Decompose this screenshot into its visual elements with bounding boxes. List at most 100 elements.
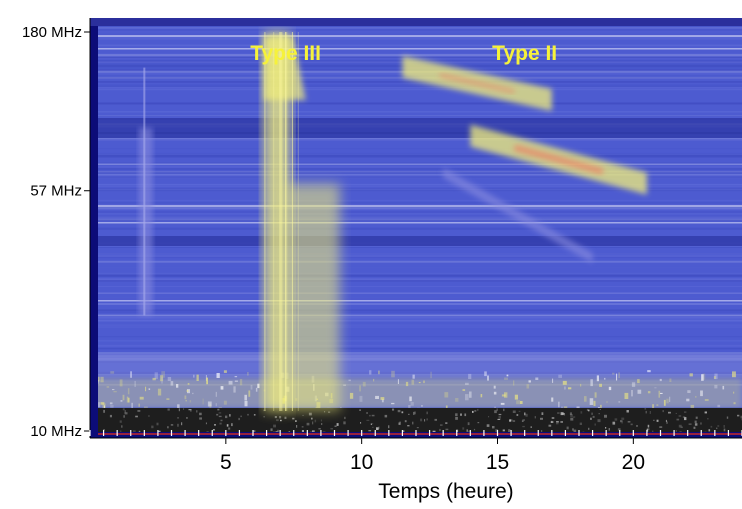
interference-line: [90, 219, 742, 221]
dark-band-speckle: [122, 408, 125, 411]
low-band-speckle: [465, 394, 469, 401]
low-band-speckle: [255, 387, 258, 392]
dark-band-speckle: [426, 418, 428, 421]
low-band-yellow: [90, 378, 742, 408]
low-band-speckle: [193, 374, 195, 378]
dark-band-speckle: [541, 412, 544, 415]
dark-band-speckle: [556, 421, 559, 423]
dark-band-speckle: [219, 422, 222, 425]
low-band-speckle: [161, 371, 165, 378]
dark-band-speckle: [496, 408, 498, 412]
dark-band-speckle: [205, 422, 207, 425]
dark-band-speckle: [551, 417, 555, 419]
low-band-speckle: [187, 383, 190, 385]
dark-band-speckle: [138, 430, 141, 433]
dark-band-speckle: [467, 422, 470, 426]
interference-line: [90, 256, 742, 259]
dark-band-speckle: [157, 430, 161, 433]
low-band-speckle: [465, 382, 469, 385]
dark-band-speckle: [398, 422, 401, 425]
low-band-speckle: [369, 370, 372, 375]
x-tick-label: 15: [486, 451, 509, 474]
dark-band-speckle: [562, 413, 565, 415]
dark-band-speckle: [516, 414, 519, 416]
interference-line: [90, 272, 742, 274]
dark-band-speckle: [274, 416, 277, 419]
dark-band-speckle: [123, 415, 125, 418]
interference-line: [90, 260, 742, 263]
low-band-speckle: [408, 405, 411, 410]
dark-band-speckle: [183, 408, 185, 410]
low-band-speckle: [430, 371, 432, 379]
bright-interference-line: [90, 35, 742, 37]
burst-annotation: Type II: [492, 42, 557, 65]
dark-band-speckle: [218, 415, 222, 418]
dark-band-speckle: [404, 420, 407, 423]
dark-band-speckle: [630, 423, 633, 426]
interference-line: [90, 247, 742, 248]
low-band-speckle: [504, 377, 508, 380]
low-band-speckle: [184, 395, 187, 400]
low-band-speckle: [659, 392, 663, 394]
low-band-speckle: [580, 383, 582, 387]
interference-line: [90, 148, 742, 150]
dark-band-speckle: [276, 419, 279, 422]
low-band-speckle: [584, 396, 587, 402]
dark-band-speckle: [498, 415, 501, 419]
dark-band-speckle: [486, 424, 490, 427]
dark-band-speckle: [695, 416, 698, 419]
interference-line: [90, 184, 742, 185]
low-band-speckle: [244, 394, 247, 401]
dark-band-speckle: [119, 420, 122, 423]
low-band-speckle: [359, 395, 363, 402]
dark-band-speckle: [707, 418, 709, 420]
low-band-speckle: [558, 374, 562, 378]
low-band-speckle: [596, 375, 599, 382]
low-band-speckle: [599, 383, 602, 387]
dark-band-speckle: [228, 427, 231, 430]
dark-band-speckle: [240, 415, 242, 418]
dark-band-speckle: [212, 429, 215, 431]
low-band-speckle: [102, 403, 106, 409]
interference-line: [90, 31, 742, 33]
low-band-speckle: [589, 398, 594, 405]
dark-band-speckle: [273, 424, 276, 428]
dark-band-speckle: [277, 429, 280, 432]
dark-band-speckle: [557, 412, 560, 414]
dark-band-speckle: [402, 430, 405, 433]
dark-band-speckle: [563, 414, 566, 416]
dark-band-speckle: [708, 429, 711, 432]
interference-line: [90, 188, 742, 190]
dark-band-speckle: [445, 428, 449, 431]
interference-line: [90, 298, 742, 300]
type-iii-tail: [286, 183, 340, 411]
dark-band-speckle: [614, 418, 618, 421]
dark-band-speckle: [296, 425, 298, 428]
low-band-speckle: [608, 386, 612, 391]
low-band-speckle: [189, 400, 192, 403]
low-band-speckle: [493, 391, 497, 395]
dark-band-speckle: [656, 419, 659, 422]
dark-band-speckle: [550, 421, 554, 423]
low-band-speckle: [410, 402, 414, 406]
dark-band-speckle: [124, 412, 128, 415]
low-band-speckle: [397, 379, 399, 384]
dark-band-speckle: [137, 410, 141, 412]
dark-band-speckle: [710, 425, 713, 428]
low-band-speckle: [234, 376, 238, 378]
dark-band-speckle: [388, 425, 390, 429]
dark-band-speckle: [167, 408, 170, 411]
dark-band-speckle: [216, 413, 219, 416]
interference-line: [90, 57, 742, 59]
dark-band-speckle: [627, 421, 631, 423]
low-band-speckle: [637, 379, 640, 384]
low-band-speckle: [600, 404, 602, 409]
dark-band-speckle: [510, 419, 513, 422]
low-band-speckle: [618, 401, 621, 403]
dark-band-speckle: [124, 410, 126, 413]
dark-band-speckle: [314, 419, 317, 423]
interference-line: [90, 216, 742, 218]
low-band-speckle: [513, 380, 515, 386]
interference-line: [90, 81, 742, 83]
